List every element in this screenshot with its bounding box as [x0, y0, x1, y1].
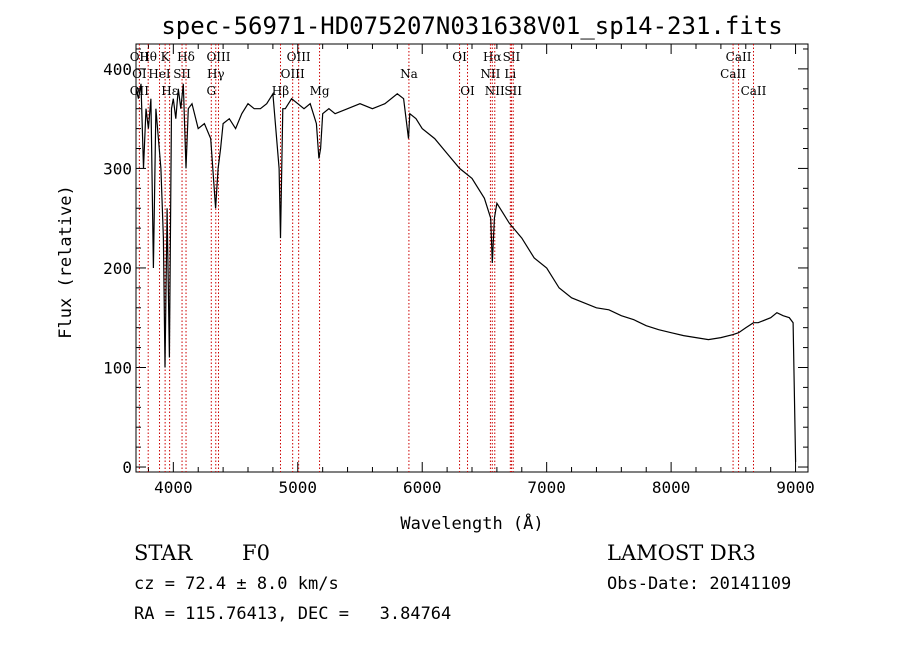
survey-name: LAMOST DR3	[607, 541, 756, 565]
spectral-line-label: SII	[173, 67, 191, 81]
x-axis-label: Wavelength (Å)	[400, 512, 543, 534]
x-tick-label: 8000	[652, 478, 691, 497]
plot-frame	[135, 43, 809, 473]
spectral-line-label: HeI	[148, 67, 171, 81]
y-axis-label: Flux (relative)	[56, 185, 76, 339]
spectral-line-label: CaII	[726, 50, 752, 64]
spectrum-line	[135, 83, 797, 463]
obs-date: Obs-Date: 20141109	[607, 574, 792, 594]
subclass: F0	[242, 541, 270, 565]
spectral-line-label: NII	[485, 84, 505, 98]
spectral-line-label: SII	[503, 50, 521, 64]
spectral-line-label: SII	[504, 84, 522, 98]
x-tick-label: 6000	[403, 478, 442, 497]
x-tick-label: 5000	[279, 478, 318, 497]
y-tick-label: 100	[103, 358, 132, 377]
spectral-line-label: NII	[480, 67, 500, 81]
y-tick-label: 400	[103, 60, 132, 79]
spectral-line-label: Hα	[483, 50, 502, 64]
spectral-line-label: OII	[130, 50, 150, 64]
spectral-line-label: G	[206, 84, 216, 98]
x-tick-label: 9000	[776, 478, 815, 497]
y-tick-label: 0	[122, 458, 132, 477]
chart-title: spec-56971-HD075207N031638V01_sp14-231.f…	[161, 12, 782, 40]
spectral-line-label: CaII	[741, 84, 767, 98]
spectral-line-label: Mg	[310, 84, 330, 98]
spectral-line-label: Hδ	[177, 50, 195, 64]
spectral-line-label: CaII	[720, 67, 746, 81]
redshift-velocity: cz = 72.4 ± 8.0 km/s	[134, 574, 339, 594]
spectral-line-label: OI	[452, 50, 467, 64]
spectral-line-label: OI	[132, 67, 147, 81]
spectral-line-label: OIII	[281, 67, 305, 81]
spectral-line-label: K	[161, 50, 171, 64]
spectral-line-label: Hθ	[139, 50, 157, 64]
spectral-line-label: Li	[504, 67, 516, 81]
spectral-line-label: OI	[460, 84, 475, 98]
x-tick-label: 7000	[527, 478, 566, 497]
y-tick-label: 200	[103, 259, 132, 278]
object-type: STAR	[134, 541, 193, 565]
y-tick-label: 300	[103, 159, 132, 178]
x-tick-label: 4000	[154, 478, 193, 497]
spectral-line-label: OIII	[287, 50, 311, 64]
series-group	[135, 83, 797, 463]
spectral-line-label: Hε	[161, 84, 178, 98]
ra-dec: RA = 115.76413, DEC = 3.84764	[134, 604, 452, 624]
spectral-line-label: OIII	[206, 50, 230, 64]
spectral-line-label: Na	[400, 67, 418, 81]
spectral-line-label: Hγ	[207, 67, 225, 81]
spectral-line-label: Hβ	[272, 84, 289, 98]
axes: 4000 5000 6000 7000 8000 9000 0 100 200 300 400	[103, 43, 815, 497]
